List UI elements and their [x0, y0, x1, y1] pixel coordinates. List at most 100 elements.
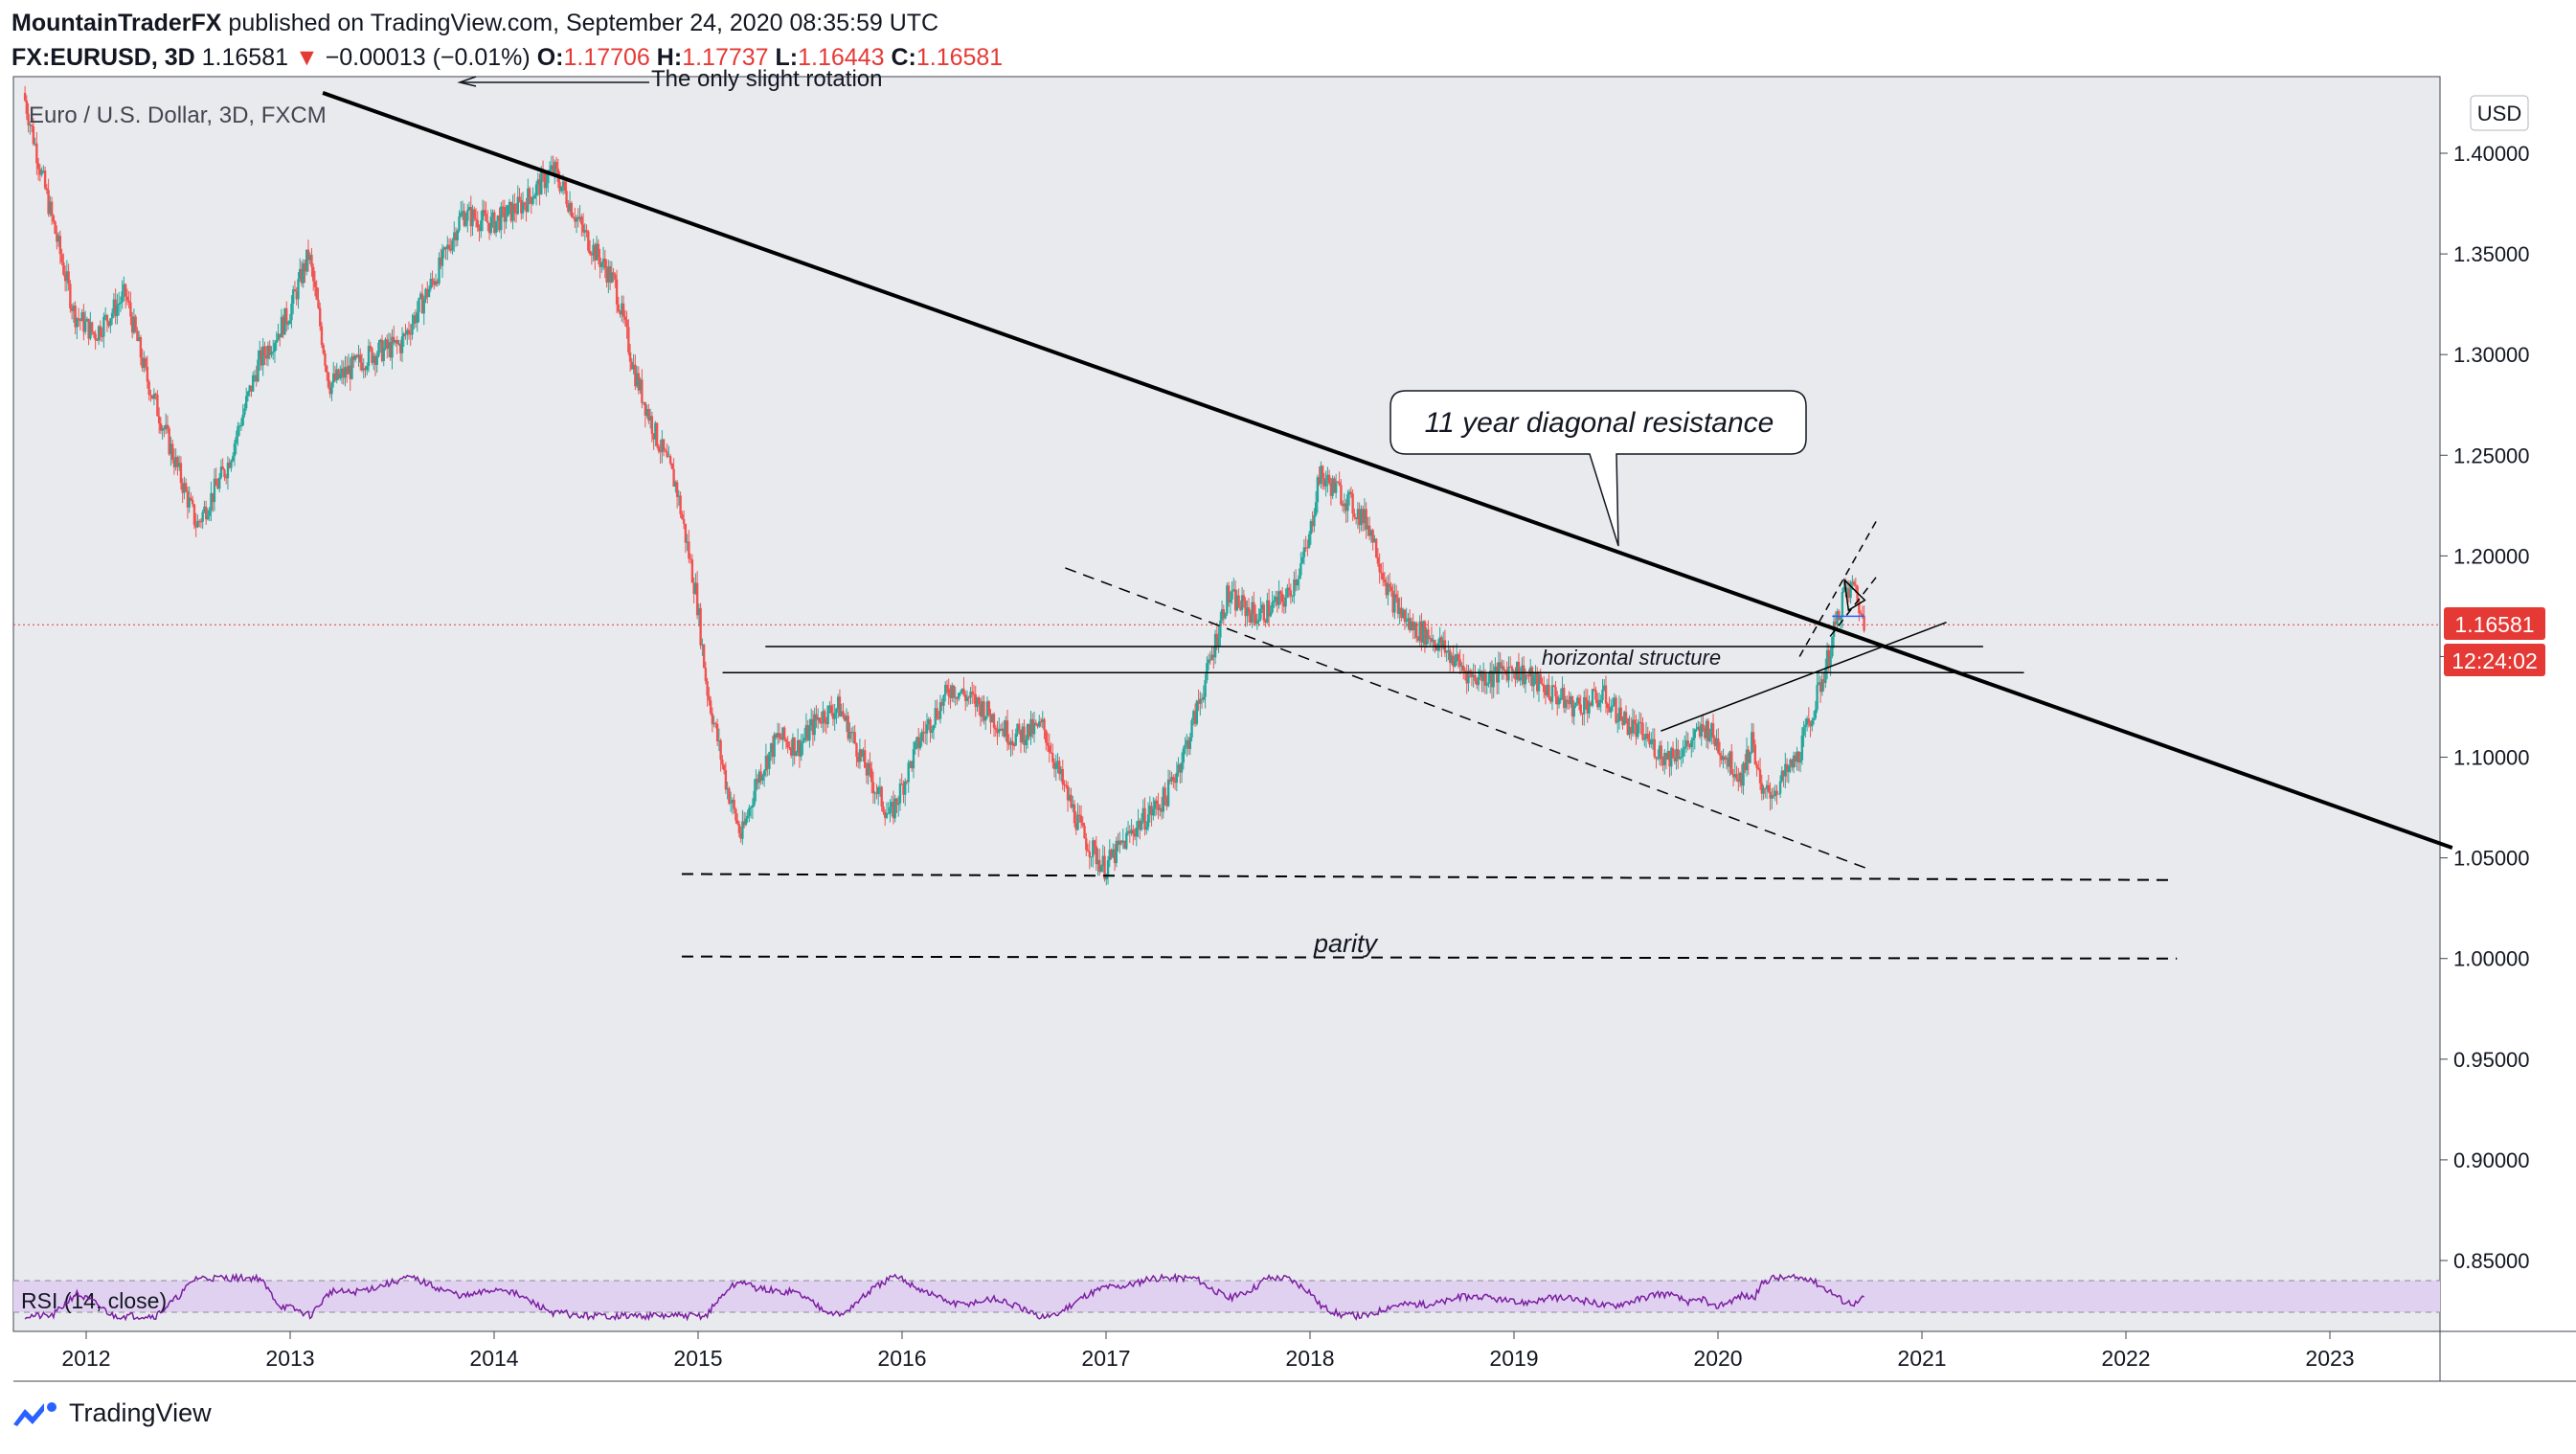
candle-body — [441, 249, 444, 266]
candle-body — [863, 750, 867, 768]
candle-body — [815, 714, 818, 720]
candle-body — [1273, 600, 1276, 602]
candle-body — [166, 424, 169, 429]
candle-body — [509, 201, 512, 221]
candle-body — [391, 336, 394, 358]
candle-body — [1601, 689, 1604, 700]
candle-body — [1733, 774, 1736, 778]
candle-body — [328, 387, 331, 395]
candle-body — [871, 782, 875, 794]
candle-body — [54, 221, 56, 234]
candle-body — [664, 450, 667, 452]
candle-body — [717, 739, 721, 741]
symbol-label[interactable]: FX:EURUSD, 3D — [11, 44, 195, 71]
candle-body — [192, 504, 196, 525]
candle-body — [722, 764, 726, 771]
candle-body — [1483, 672, 1487, 686]
candle-body — [1818, 682, 1820, 686]
candle-body — [92, 331, 96, 334]
candle-body — [751, 805, 755, 807]
candle-body — [1610, 706, 1613, 713]
candle-body — [243, 408, 246, 416]
time-axis[interactable]: 2012 2013 2014 2015 2016 2017 2018 2019 2020 2021… — [61, 1331, 2355, 1371]
candle-body — [1001, 728, 1004, 731]
candle-body — [1173, 781, 1177, 784]
candle-body — [319, 307, 322, 327]
candle-body — [451, 239, 454, 251]
price-axis[interactable]: 1.400001.350001.300001.250001.200001.150… — [2440, 142, 2530, 1273]
candle-body — [1420, 621, 1423, 643]
callout-box[interactable]: 11 year diagonal resistance — [1390, 390, 1807, 547]
low-value: 1.16443 — [798, 44, 885, 71]
candle-body — [1463, 670, 1467, 672]
candle-body — [1026, 723, 1029, 740]
candle-body — [480, 220, 483, 232]
candle-body — [1650, 739, 1653, 745]
candle-body — [607, 266, 610, 283]
candle-body — [164, 424, 168, 430]
candle-body — [1735, 774, 1738, 780]
candle-body — [1789, 759, 1792, 766]
candle-body — [183, 483, 186, 493]
candle-body — [469, 207, 472, 227]
candle-body — [991, 714, 994, 723]
candle-body — [344, 367, 347, 378]
candle-body — [1440, 637, 1443, 648]
candle-body — [645, 409, 648, 416]
candle-body — [1791, 759, 1794, 768]
tradingview-logo[interactable]: TradingView — [11, 1398, 212, 1428]
candle-body — [1164, 787, 1166, 798]
candle-body — [127, 300, 130, 303]
author-name[interactable]: MountainTraderFX — [11, 10, 222, 36]
candle-body — [99, 326, 102, 337]
candle-body — [402, 333, 405, 337]
candle-body — [1537, 673, 1541, 692]
candle-body — [179, 463, 183, 484]
candle-body — [454, 232, 458, 240]
candle-body — [204, 506, 208, 520]
candle-body — [1836, 610, 1839, 625]
candle-body — [612, 272, 615, 275]
candle-body — [590, 254, 594, 256]
price-badge: 1.16581 — [2444, 607, 2545, 640]
rsi-label[interactable]: RSI (14, close) — [21, 1288, 167, 1313]
candle-body — [1018, 723, 1021, 731]
candle-body — [1148, 806, 1152, 815]
candle-body — [496, 215, 499, 221]
candle-body — [1724, 756, 1727, 760]
candle-body — [585, 230, 588, 232]
candle-body — [411, 324, 414, 335]
candle-body — [572, 216, 575, 218]
candle-body — [1474, 674, 1477, 681]
candle-body — [530, 196, 533, 204]
candle-body — [1470, 671, 1474, 678]
horizontal-structure-label: horizontal structure — [1542, 646, 1721, 670]
candle-body — [1700, 724, 1703, 737]
candle-body — [1401, 609, 1405, 618]
candle-body — [1796, 751, 1798, 762]
candle-body — [1532, 674, 1535, 687]
candle-body — [1277, 591, 1280, 605]
candle-body — [614, 274, 617, 280]
currency-button[interactable]: USD — [2470, 95, 2529, 131]
close-value: 1.16581 — [915, 44, 1004, 71]
candle-body — [1749, 752, 1751, 763]
candle-body — [399, 343, 402, 353]
candle-body — [486, 221, 489, 223]
candle-body — [1056, 761, 1059, 764]
candle-body — [934, 708, 937, 725]
candle-body — [1747, 749, 1751, 763]
candle-body — [1025, 739, 1028, 745]
candle-body — [500, 206, 503, 231]
candle-body — [1385, 581, 1388, 596]
candle-body — [156, 395, 159, 417]
candle-body — [485, 214, 487, 222]
candle-body — [856, 756, 860, 762]
candle-body — [1190, 719, 1193, 738]
candle-body — [23, 92, 27, 101]
candle-body — [666, 451, 668, 457]
candle-body — [587, 231, 590, 251]
candle-body — [1751, 732, 1755, 745]
candle-body — [588, 250, 592, 255]
